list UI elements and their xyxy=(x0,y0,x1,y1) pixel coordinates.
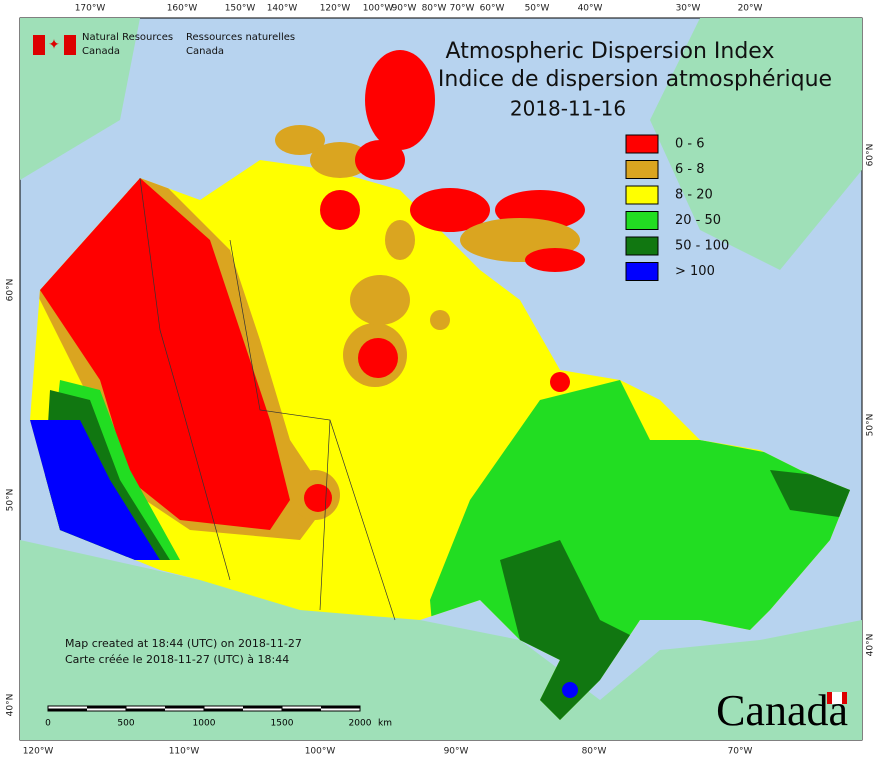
graticule-labels: 170°W 160°W 150°W 140°W 120°W 100°W90°W 80°W 70… xyxy=(6,4,876,757)
zone xyxy=(40,178,290,530)
usa xyxy=(20,540,862,740)
agency-fr: Canada xyxy=(186,46,224,57)
graticule-label: 160°W xyxy=(167,4,198,14)
graticule-label: 90°W xyxy=(392,4,417,14)
title-fr: Indice de dispersion atmosphérique xyxy=(438,67,832,92)
legend-label: > 100 xyxy=(675,264,715,279)
graticule-label: 50°N xyxy=(6,489,16,512)
graticule-label: 120°W xyxy=(23,747,54,757)
graticule-label: 80°W xyxy=(422,4,447,14)
scale-label: 1000 xyxy=(193,719,216,729)
legend-swatch xyxy=(625,134,659,154)
graticule-label: 70°W xyxy=(728,747,753,757)
legend-label: 0 - 6 xyxy=(675,137,705,152)
wordmark-flag xyxy=(832,692,842,704)
graticule-label: 60°N xyxy=(6,279,16,302)
scale-unit: km xyxy=(378,719,392,729)
note: Map created at 18:44 (UTC) on 2018-11-27 xyxy=(65,637,302,650)
island xyxy=(410,188,490,232)
date: 2018-11-16 xyxy=(510,97,626,121)
graticule-label: 150°W xyxy=(225,4,256,14)
graticule-label: 50°W xyxy=(525,4,550,14)
greenland xyxy=(650,18,862,270)
scale-bar: 0 500 1000 1500 2000 km xyxy=(45,705,392,729)
agency-en: Natural Resources xyxy=(82,32,173,43)
graticule-label: 100°W xyxy=(305,747,336,757)
graticule-label: 20°W xyxy=(738,4,763,14)
legend-label: 8 - 20 xyxy=(675,188,713,203)
border xyxy=(179,399,231,581)
scale-sub xyxy=(282,708,321,711)
flag-bar xyxy=(64,35,76,55)
island xyxy=(385,220,415,260)
legend-label: 6 - 8 xyxy=(675,162,705,177)
graticule-label: 170°W xyxy=(75,4,106,14)
island xyxy=(355,140,405,180)
zone-spot xyxy=(430,310,450,330)
legend-swatch xyxy=(625,236,659,256)
graticule-label: 60°W xyxy=(480,4,505,14)
graticule-label: 70°W xyxy=(450,4,475,14)
island xyxy=(310,142,370,178)
graticule-label: 30°W xyxy=(676,4,701,14)
note: Carte créée le 2018-11-27 (UTC) à 18:44 xyxy=(65,653,289,666)
wordmark: Canada xyxy=(716,686,848,735)
legend-label: 50 - 100 xyxy=(675,239,729,254)
graticule-label: 40°N xyxy=(6,694,16,717)
scale-sub xyxy=(126,708,165,711)
graticule-label: 100°W xyxy=(363,4,394,14)
legend-swatch xyxy=(625,262,659,281)
graticule-label: 40°N xyxy=(866,634,876,657)
agency-fr: Ressources naturelles xyxy=(186,32,295,43)
graticule-label: 90°W xyxy=(444,747,469,757)
legend: 0 - 6 6 - 8 8 - 20 20 - 50 50 - 100 > 100 xyxy=(625,134,729,281)
zone-spot xyxy=(550,372,570,392)
scale-sub xyxy=(165,706,204,709)
scale-sub xyxy=(204,708,243,711)
graticule-label: 80°W xyxy=(582,747,607,757)
boundaries xyxy=(139,177,396,621)
legend-swatch xyxy=(625,185,659,205)
scale-label: 0 xyxy=(45,719,51,729)
island xyxy=(350,275,410,325)
zone-spot xyxy=(562,682,578,698)
zone-spot xyxy=(358,338,398,378)
scale-label: 500 xyxy=(117,719,134,729)
title-en: Atmospheric Dispersion Index xyxy=(446,39,775,64)
border xyxy=(229,239,331,611)
zone-spot xyxy=(304,484,332,512)
scale-sub xyxy=(87,706,126,709)
island xyxy=(365,50,435,150)
island xyxy=(320,190,360,230)
graticule-label: 140°W xyxy=(267,4,298,14)
border xyxy=(139,177,181,401)
graticule-label: 120°W xyxy=(320,4,351,14)
graticule-label: 40°W xyxy=(578,4,603,14)
scale-label: 2000 xyxy=(349,719,372,729)
agency-en: Canada xyxy=(82,46,120,57)
arctic-islands xyxy=(240,50,585,325)
scale-sub xyxy=(48,708,87,711)
legend-swatch xyxy=(625,211,659,230)
scale-label: 1500 xyxy=(271,719,294,729)
flag-bar xyxy=(33,35,45,55)
legend-label: 20 - 50 xyxy=(675,213,721,228)
flag-leaf: ✦ xyxy=(48,37,60,53)
graticule-label: 110°W xyxy=(169,747,200,757)
graticule-label: 60°N xyxy=(866,144,876,167)
scale-sub xyxy=(243,706,282,709)
island xyxy=(275,125,325,155)
island xyxy=(240,165,320,205)
alaska xyxy=(20,18,140,180)
zone xyxy=(30,420,160,560)
legend-swatch xyxy=(625,160,659,179)
graticule-label: 50°N xyxy=(866,414,876,437)
scale-sub xyxy=(321,706,360,709)
island xyxy=(525,248,585,272)
border xyxy=(329,419,396,621)
